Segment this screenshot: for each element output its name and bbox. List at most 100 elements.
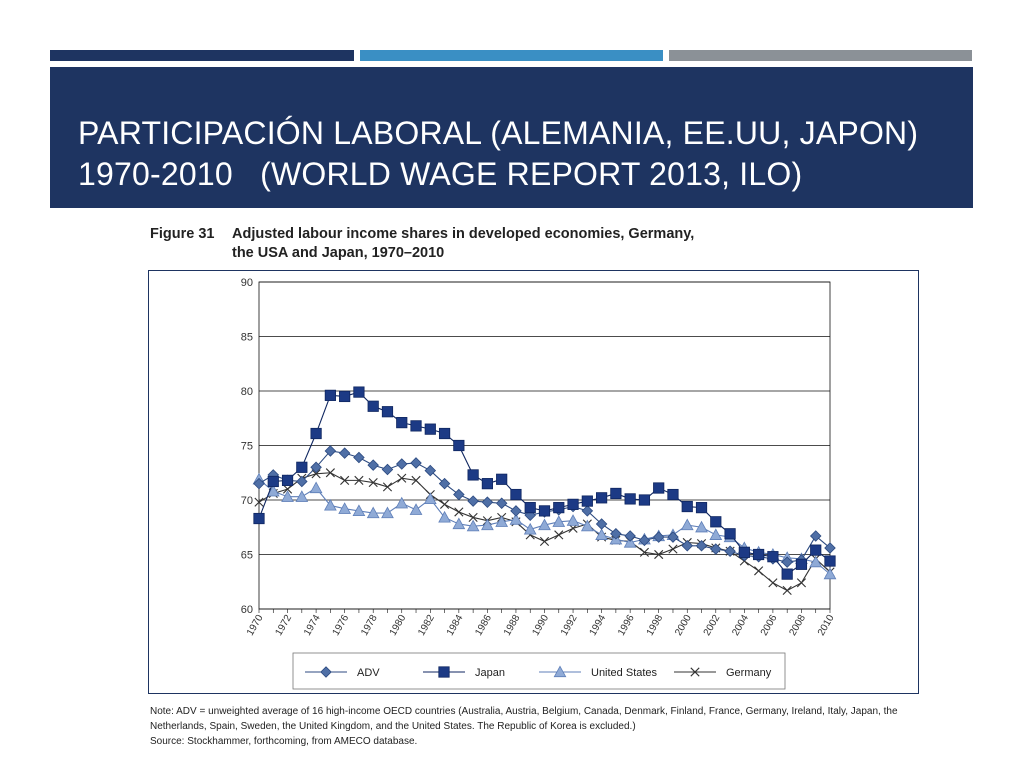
point-japan xyxy=(753,548,765,561)
legend-marker-adv xyxy=(320,666,332,678)
point-japan xyxy=(296,461,308,473)
y-tick-label: 70 xyxy=(241,495,253,507)
point-adv xyxy=(467,495,479,507)
x-tick-label: 2002 xyxy=(702,613,723,638)
y-tick-label: 85 xyxy=(241,332,253,344)
x-tick-label: 1984 xyxy=(445,613,466,638)
point-germany xyxy=(554,530,564,540)
figure-frame xyxy=(148,270,919,694)
y-tick-label: 75 xyxy=(241,441,253,453)
point-germany xyxy=(368,477,378,488)
point-japan xyxy=(595,492,608,504)
y-tick-label: 80 xyxy=(241,386,253,398)
point-germany xyxy=(254,497,264,507)
point-adv xyxy=(724,545,736,557)
x-tick-label: 2008 xyxy=(787,613,808,638)
accent-bar-dark xyxy=(50,50,354,61)
point-adv xyxy=(324,445,337,457)
x-tick-label: 1996 xyxy=(616,613,637,638)
point-germany xyxy=(454,507,464,517)
point-united-states xyxy=(381,506,394,519)
point-united-states xyxy=(295,490,309,502)
point-united-states xyxy=(481,518,494,531)
legend-label-adv: ADV xyxy=(357,667,380,679)
point-germany xyxy=(639,547,650,557)
point-japan xyxy=(253,512,265,525)
point-germany xyxy=(468,512,478,523)
point-germany xyxy=(325,468,335,478)
x-tick-label: 1970 xyxy=(245,613,266,638)
point-adv xyxy=(667,531,679,543)
slide-title-line-2: 1970-2010 (World Wage Report 2013, ILO) xyxy=(78,156,803,192)
x-tick-label: 1972 xyxy=(273,613,294,638)
point-japan xyxy=(767,551,779,563)
x-tick-label: 1980 xyxy=(388,613,409,638)
point-japan xyxy=(396,417,408,429)
point-adv xyxy=(395,458,408,470)
x-tick-label: 1992 xyxy=(559,613,580,638)
x-tick-label: 2000 xyxy=(673,613,694,638)
point-adv xyxy=(824,542,836,554)
point-japan xyxy=(667,488,679,501)
point-germany xyxy=(668,544,678,554)
point-japan xyxy=(553,502,565,514)
point-adv xyxy=(781,556,793,568)
point-united-states xyxy=(580,519,594,532)
point-japan xyxy=(453,439,465,452)
point-united-states xyxy=(366,506,380,519)
point-adv xyxy=(438,477,451,490)
point-germany xyxy=(754,566,764,576)
title-banner: Participación laboral (Alemania, EE.UU, … xyxy=(50,67,973,208)
point-japan xyxy=(567,498,579,510)
x-tick-label: 1990 xyxy=(530,613,551,638)
point-germany xyxy=(382,482,393,492)
point-adv xyxy=(681,540,694,552)
point-germany xyxy=(397,473,407,483)
point-adv xyxy=(338,447,351,459)
point-germany xyxy=(354,475,364,485)
legend-label-japan: Japan xyxy=(475,667,505,679)
point-united-states xyxy=(809,555,823,568)
point-united-states xyxy=(395,496,409,509)
legend-box xyxy=(292,652,786,690)
point-adv xyxy=(638,534,651,547)
point-japan xyxy=(353,386,365,398)
point-japan xyxy=(467,469,479,481)
figure-caption: Figure 31 Adjusted labour income shares i… xyxy=(150,225,694,263)
point-japan xyxy=(496,473,508,485)
point-japan xyxy=(310,427,322,440)
x-tick-label: 1988 xyxy=(502,613,523,638)
point-japan xyxy=(367,400,379,412)
point-united-states xyxy=(338,502,352,514)
point-united-states xyxy=(709,528,723,540)
point-united-states xyxy=(352,504,366,517)
point-japan xyxy=(795,558,808,570)
point-germany xyxy=(311,469,321,479)
point-united-states xyxy=(695,520,708,533)
figure-caption-line-2: the USA and Japan, 1970–2010 xyxy=(232,245,445,261)
figure-label: Figure 31 xyxy=(150,226,215,242)
point-adv xyxy=(367,459,379,471)
point-adv xyxy=(424,464,437,477)
point-adv xyxy=(510,505,522,517)
point-japan xyxy=(824,555,836,567)
point-germany xyxy=(340,475,350,485)
point-japan xyxy=(724,528,736,540)
x-tick-label: 1976 xyxy=(331,613,352,638)
point-united-states xyxy=(309,481,323,494)
point-united-states xyxy=(552,515,566,527)
figure-note: Note: ADV = unweighted average of 16 hig… xyxy=(150,704,940,749)
slide-title: Participación laboral (Alemania, EE.UU, … xyxy=(78,113,918,195)
point-germany xyxy=(796,578,807,588)
point-united-states xyxy=(495,515,509,527)
point-germany xyxy=(768,578,778,588)
point-japan xyxy=(510,488,522,501)
point-united-states xyxy=(680,518,694,531)
point-japan xyxy=(481,478,494,490)
point-japan xyxy=(624,493,636,505)
point-japan xyxy=(324,389,336,401)
point-adv xyxy=(809,530,822,542)
point-adv xyxy=(296,475,308,488)
point-united-states xyxy=(823,567,837,580)
point-adv xyxy=(353,451,365,464)
